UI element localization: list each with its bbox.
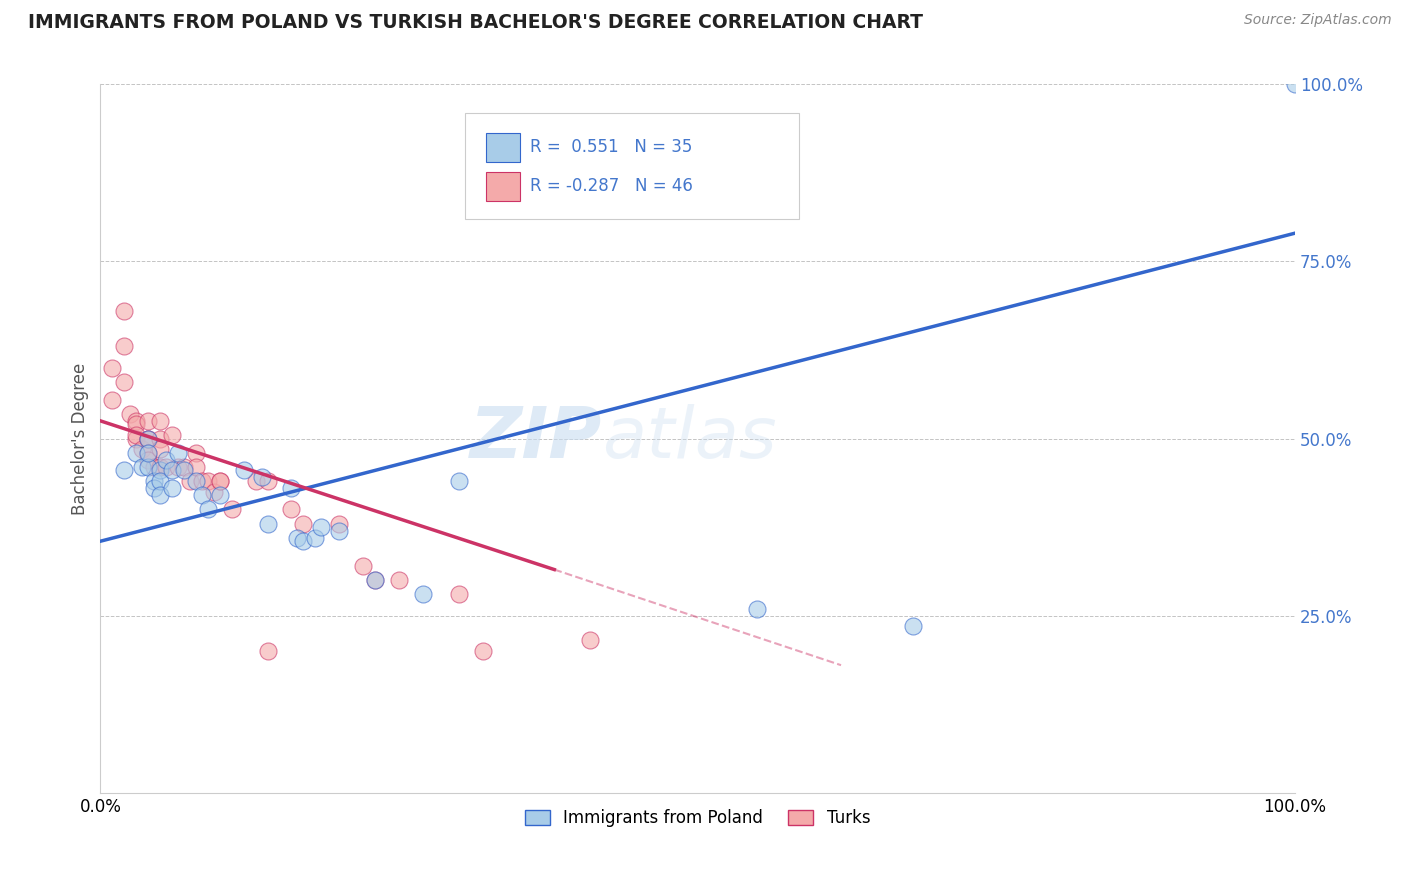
Point xyxy=(136,459,159,474)
Point xyxy=(471,644,494,658)
Point xyxy=(136,446,159,460)
Point xyxy=(208,488,231,502)
Point xyxy=(202,484,225,499)
Point xyxy=(131,442,153,457)
Point xyxy=(143,481,166,495)
Text: atlas: atlas xyxy=(602,404,776,473)
Point xyxy=(245,474,267,488)
Point xyxy=(136,432,159,446)
Point xyxy=(901,619,924,633)
Text: R = -0.287   N = 46: R = -0.287 N = 46 xyxy=(530,178,693,195)
Text: Source: ZipAtlas.com: Source: ZipAtlas.com xyxy=(1244,13,1392,28)
Point xyxy=(250,470,273,484)
Point xyxy=(184,459,207,474)
Point xyxy=(208,474,231,488)
Point xyxy=(311,520,333,534)
Point xyxy=(125,428,148,442)
Point xyxy=(287,531,309,545)
Point xyxy=(149,414,172,428)
Point xyxy=(352,559,374,574)
Point xyxy=(136,432,159,446)
Point xyxy=(125,446,148,460)
Point xyxy=(292,534,315,549)
FancyBboxPatch shape xyxy=(465,112,799,219)
Point xyxy=(120,407,142,421)
Text: IMMIGRANTS FROM POLAND VS TURKISH BACHELOR'S DEGREE CORRELATION CHART: IMMIGRANTS FROM POLAND VS TURKISH BACHEL… xyxy=(28,13,924,32)
Point xyxy=(221,502,243,516)
Point xyxy=(747,601,769,615)
Point xyxy=(136,446,159,460)
Point xyxy=(160,481,183,495)
Point xyxy=(280,502,302,516)
Point xyxy=(149,459,172,474)
Point xyxy=(292,516,315,531)
FancyBboxPatch shape xyxy=(486,133,520,162)
Point xyxy=(160,428,183,442)
Point xyxy=(197,502,219,516)
Point xyxy=(197,474,219,488)
Point xyxy=(191,488,214,502)
Point xyxy=(447,587,470,601)
Point xyxy=(167,446,190,460)
Point xyxy=(328,516,350,531)
Point xyxy=(304,531,326,545)
Point xyxy=(388,573,411,587)
Point xyxy=(125,432,148,446)
Point xyxy=(160,463,183,477)
Point xyxy=(191,474,214,488)
Point xyxy=(149,442,172,457)
Point xyxy=(136,414,159,428)
Point xyxy=(155,452,177,467)
Point xyxy=(256,516,278,531)
FancyBboxPatch shape xyxy=(486,171,520,202)
Point xyxy=(256,644,278,658)
Point xyxy=(125,414,148,428)
Point xyxy=(149,474,172,488)
Point xyxy=(101,392,124,407)
Point xyxy=(179,474,201,488)
Point xyxy=(184,474,207,488)
Point xyxy=(256,474,278,488)
Point xyxy=(143,459,166,474)
Point xyxy=(136,432,159,446)
Point xyxy=(136,452,159,467)
Text: R =  0.551   N = 35: R = 0.551 N = 35 xyxy=(530,137,693,156)
Point xyxy=(112,375,135,389)
Point xyxy=(232,463,254,477)
Point xyxy=(328,524,350,538)
Y-axis label: Bachelor's Degree: Bachelor's Degree xyxy=(72,362,89,515)
Point xyxy=(125,417,148,432)
Point xyxy=(280,481,302,495)
Text: ZIP: ZIP xyxy=(470,404,602,473)
Point xyxy=(173,459,195,474)
Point xyxy=(173,463,195,477)
Point xyxy=(112,304,135,318)
Point xyxy=(149,463,172,477)
Point xyxy=(149,432,172,446)
Point xyxy=(112,339,135,353)
Point xyxy=(167,459,190,474)
Point xyxy=(131,459,153,474)
Point xyxy=(149,488,172,502)
Point xyxy=(579,633,602,648)
Legend: Immigrants from Poland, Turks: Immigrants from Poland, Turks xyxy=(519,803,877,834)
Point xyxy=(112,463,135,477)
Point xyxy=(412,587,434,601)
Point xyxy=(155,459,177,474)
Point xyxy=(208,474,231,488)
Point xyxy=(364,573,387,587)
Point xyxy=(143,474,166,488)
Point xyxy=(364,573,387,587)
Point xyxy=(184,446,207,460)
Point xyxy=(101,360,124,375)
Point xyxy=(1284,78,1306,92)
Point xyxy=(447,474,470,488)
